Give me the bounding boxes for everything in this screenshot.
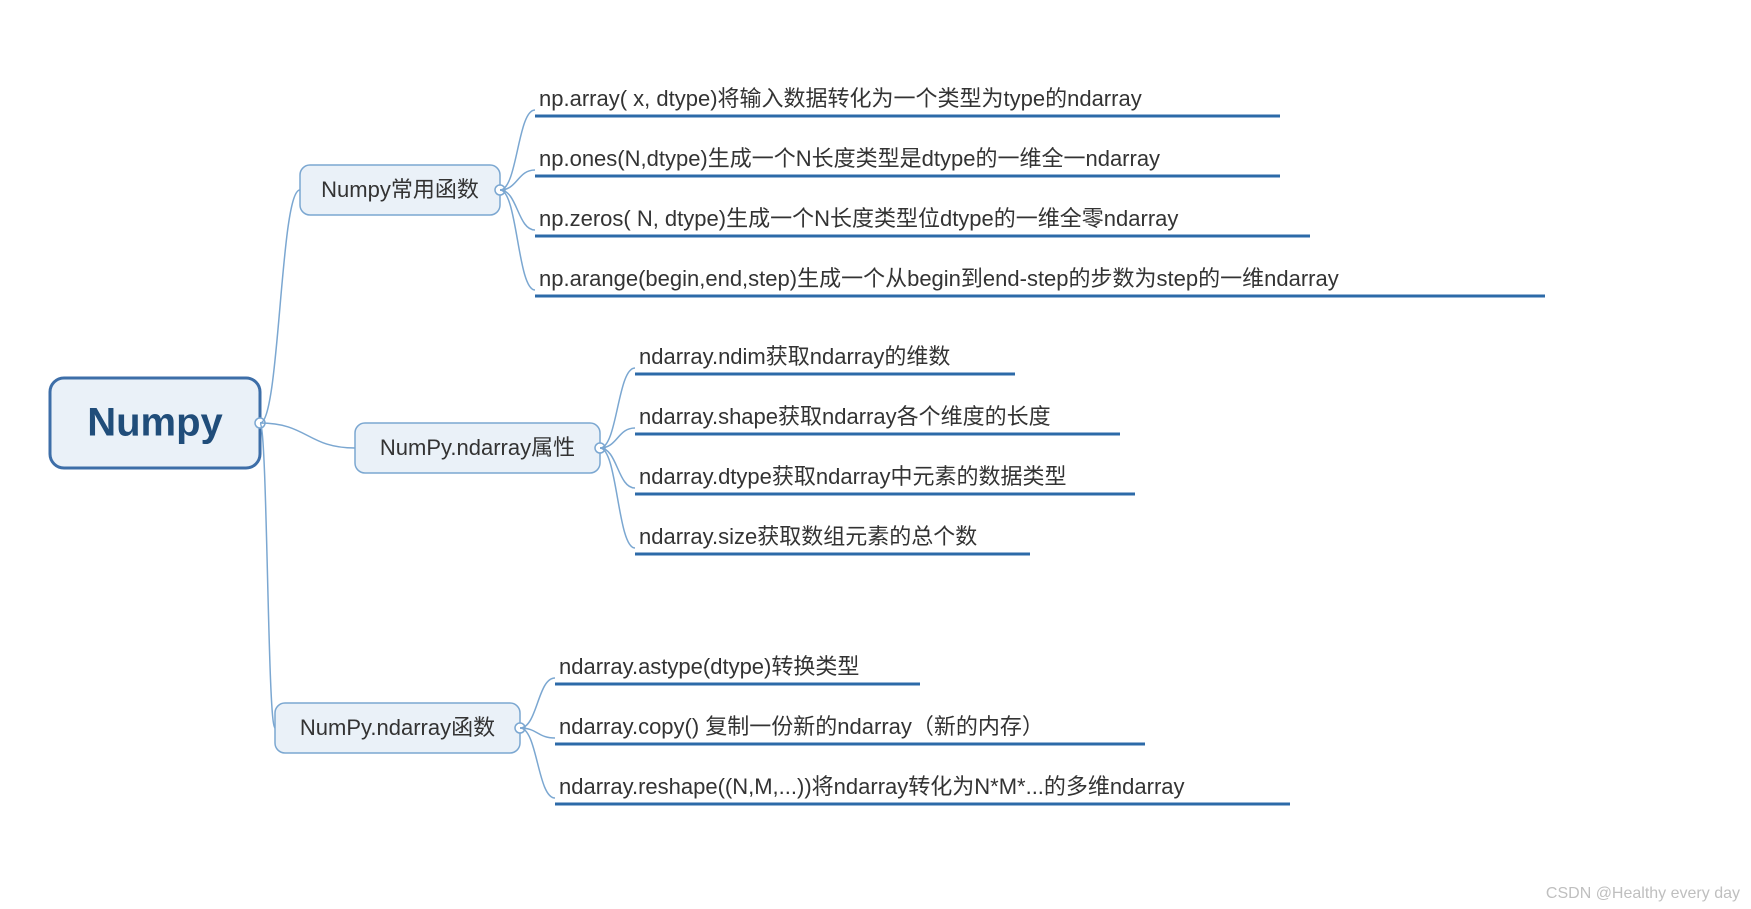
branch-label: NumPy.ndarray属性 — [380, 435, 575, 460]
connector-root-branch — [260, 190, 300, 423]
leaf-text: np.array( x, dtype)将输入数据转化为一个类型为type的nda… — [539, 86, 1142, 111]
branch-label: Numpy常用函数 — [321, 177, 479, 202]
connector-branch-leaf — [520, 678, 555, 728]
connector-branch-leaf — [600, 368, 635, 448]
connector-root-branch — [260, 423, 355, 448]
leaf-text: np.ones(N,dtype)生成一个N长度类型是dtype的一维全一ndar… — [539, 146, 1160, 171]
connector-branch-leaf — [500, 190, 535, 230]
connector-branch-leaf — [600, 448, 635, 548]
connector-root-branch — [260, 423, 275, 728]
connector-branch-leaf — [500, 190, 535, 290]
watermark-text: CSDN @Healthy every day — [1546, 885, 1740, 902]
leaf-text: ndarray.astype(dtype)转换类型 — [559, 654, 859, 679]
leaf-text: ndarray.dtype获取ndarray中元素的数据类型 — [639, 464, 1067, 489]
connector-branch-leaf — [600, 448, 635, 488]
leaf-text: ndarray.size获取数组元素的总个数 — [639, 524, 977, 549]
leaf-text: ndarray.reshape((N,M,...))将ndarray转化为N*M… — [559, 774, 1185, 799]
leaf-text: np.zeros( N, dtype)生成一个N长度类型位dtype的一维全零n… — [539, 206, 1178, 231]
branch-label: NumPy.ndarray函数 — [300, 715, 495, 740]
leaf-text: ndarray.shape获取ndarray各个维度的长度 — [639, 404, 1051, 429]
root-label: Numpy — [87, 401, 223, 445]
leaf-text: np.arange(begin,end,step)生成一个从begin到end-… — [539, 266, 1339, 291]
mindmap-svg: Numpy Numpy常用函数 np.array( x, dtype)将输入数据转化… — [0, 0, 1751, 909]
leaf-text: ndarray.copy() 复制一份新的ndarray（新的内存） — [559, 714, 1044, 739]
connector-branch-leaf — [500, 110, 535, 190]
connector-branch-leaf — [520, 728, 555, 798]
leaf-text: ndarray.ndim获取ndarray的维数 — [639, 344, 950, 369]
